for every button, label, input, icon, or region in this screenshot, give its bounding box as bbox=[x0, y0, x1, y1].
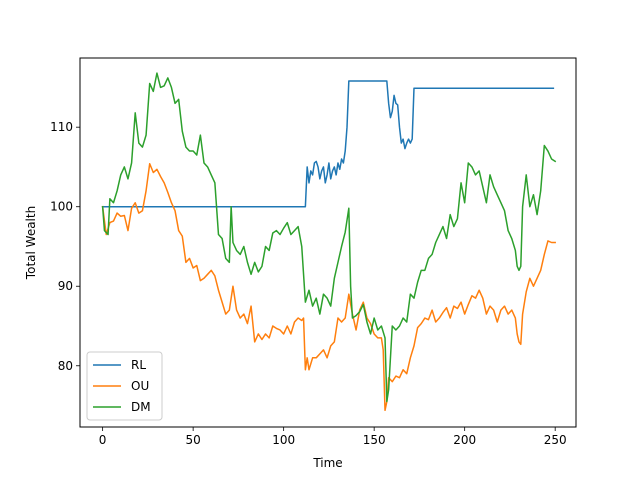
x-tick-label: 150 bbox=[363, 433, 386, 447]
y-tick-label: 100 bbox=[50, 200, 73, 214]
y-tick-label: 90 bbox=[58, 279, 73, 293]
legend-box bbox=[86, 351, 163, 421]
legend-label-dm: DM bbox=[131, 400, 151, 414]
x-tick-label: 0 bbox=[99, 433, 107, 447]
legend-label-rl: RL bbox=[131, 358, 146, 372]
x-axis: 0 50 100 150 200 250 bbox=[99, 427, 567, 447]
y-tick-label: 110 bbox=[50, 120, 73, 134]
legend-label-ou: OU bbox=[131, 379, 149, 393]
x-tick-label: 200 bbox=[453, 433, 476, 447]
legend: RL OU DM bbox=[86, 351, 163, 421]
series-line-dm bbox=[101, 72, 557, 403]
y-axis-label: Total Wealth bbox=[24, 206, 38, 280]
series-line-rl bbox=[101, 80, 555, 208]
x-tick-label: 50 bbox=[185, 433, 200, 447]
series-layer bbox=[101, 72, 557, 412]
x-tick-label: 250 bbox=[544, 433, 567, 447]
x-axis-label: Time bbox=[312, 456, 342, 470]
series-line-ou bbox=[101, 163, 556, 412]
plot-frame bbox=[79, 57, 577, 428]
x-tick-label: 100 bbox=[272, 433, 295, 447]
y-tick-label: 80 bbox=[58, 359, 73, 373]
y-axis: 80 90 100 110 bbox=[50, 120, 80, 373]
